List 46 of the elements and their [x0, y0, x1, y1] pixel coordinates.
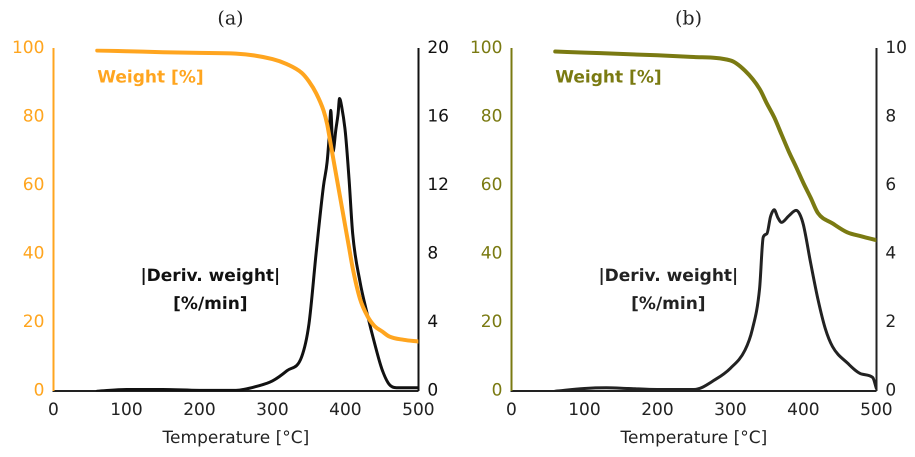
x-axis-title: Temperature [°C] — [620, 428, 768, 448]
y-tick-label: 80 — [22, 106, 44, 127]
y2-tick-label: 4 — [885, 244, 896, 264]
y-tick-label: 60 — [22, 175, 44, 196]
y2-tick-label: 2 — [885, 312, 896, 332]
y-tick-label: 40 — [480, 244, 502, 264]
y-tick-label: 40 — [22, 244, 44, 264]
x-tick-label: 300 — [256, 400, 289, 420]
y2-tick-label: 12 — [427, 175, 450, 196]
line-series — [95, 48, 418, 344]
x-tick-label: 0 — [506, 400, 517, 420]
y2-tick-label: 6 — [885, 175, 896, 196]
series-label: Weight [%] — [555, 67, 662, 88]
y2-tick-label: 4 — [427, 312, 438, 332]
y2-tick-label: 10 — [885, 38, 908, 58]
y2-tick-label: 0 — [427, 380, 438, 401]
series-label: |Deriv. weight| [%/min] — [140, 266, 280, 314]
x-tick-label: 200 — [641, 400, 674, 420]
y2-tick-label: 16 — [427, 106, 450, 127]
x-tick-label: 500 — [860, 400, 893, 420]
y-tick-label: 20 — [480, 312, 502, 332]
x-tick-label: 0 — [48, 400, 59, 420]
chart-title: (a) — [217, 7, 244, 30]
x-tick-label: 400 — [787, 400, 820, 420]
chart-title: (b) — [675, 7, 702, 30]
y-tick-label: 20 — [22, 312, 44, 332]
y-tick-label: 100 — [12, 38, 44, 58]
x-axis-title: Temperature [°C] — [162, 428, 310, 448]
y-tick-label: 0 — [492, 380, 502, 401]
y2-tick-label: 20 — [427, 38, 450, 58]
series-label: Weight [%] — [97, 67, 204, 88]
y2-tick-label: 8 — [885, 106, 896, 127]
y-tick-label: 100 — [470, 38, 502, 58]
x-tick-label: 200 — [183, 400, 216, 420]
y2-tick-label: 0 — [885, 380, 896, 401]
x-tick-label: 400 — [329, 400, 362, 420]
line-series — [553, 50, 876, 242]
series-label: |Deriv. weight| [%/min] — [598, 266, 738, 314]
x-tick-label: 100 — [568, 400, 601, 420]
y-tick-label: 80 — [480, 106, 502, 127]
y-tick-label: 0 — [34, 380, 44, 401]
y-tick-label: 60 — [480, 175, 502, 196]
y2-tick-label: 8 — [427, 244, 438, 264]
x-tick-label: 500 — [402, 400, 435, 420]
x-tick-label: 300 — [714, 400, 747, 420]
x-tick-label: 100 — [110, 400, 143, 420]
